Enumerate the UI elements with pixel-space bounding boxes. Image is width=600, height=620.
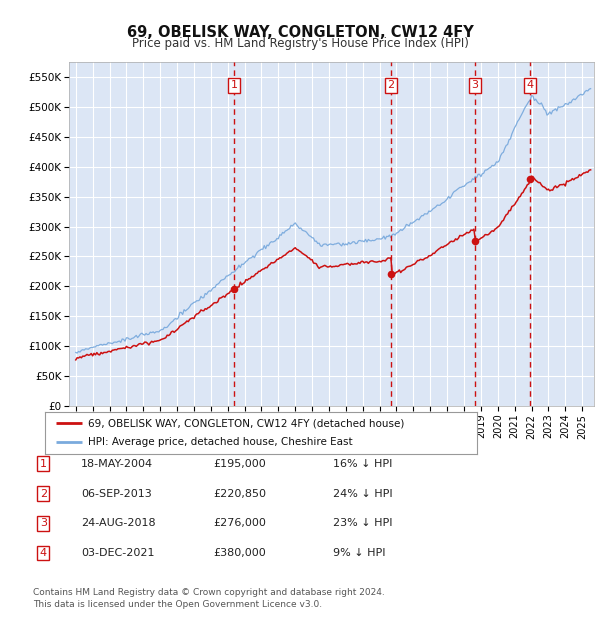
Text: 1: 1 [40, 459, 47, 469]
Text: £220,850: £220,850 [213, 489, 266, 498]
Text: 69, OBELISK WAY, CONGLETON, CW12 4FY: 69, OBELISK WAY, CONGLETON, CW12 4FY [127, 25, 473, 40]
Text: 06-SEP-2013: 06-SEP-2013 [81, 489, 152, 498]
Text: 24% ↓ HPI: 24% ↓ HPI [333, 489, 392, 498]
Text: 4: 4 [40, 548, 47, 558]
Text: 9% ↓ HPI: 9% ↓ HPI [333, 548, 386, 558]
Text: £195,000: £195,000 [213, 459, 266, 469]
Text: 2: 2 [388, 81, 395, 91]
Text: HPI: Average price, detached house, Cheshire East: HPI: Average price, detached house, Ches… [88, 438, 353, 448]
Text: Contains HM Land Registry data © Crown copyright and database right 2024.
This d: Contains HM Land Registry data © Crown c… [33, 588, 385, 609]
Text: 4: 4 [527, 81, 534, 91]
Text: £380,000: £380,000 [213, 548, 266, 558]
Text: 2: 2 [40, 489, 47, 498]
Text: 16% ↓ HPI: 16% ↓ HPI [333, 459, 392, 469]
Text: 23% ↓ HPI: 23% ↓ HPI [333, 518, 392, 528]
Text: 69, OBELISK WAY, CONGLETON, CW12 4FY (detached house): 69, OBELISK WAY, CONGLETON, CW12 4FY (de… [88, 418, 404, 428]
Text: 18-MAY-2004: 18-MAY-2004 [81, 459, 153, 469]
Text: 3: 3 [472, 81, 478, 91]
Text: 1: 1 [230, 81, 238, 91]
Text: 03-DEC-2021: 03-DEC-2021 [81, 548, 155, 558]
Text: 24-AUG-2018: 24-AUG-2018 [81, 518, 155, 528]
Text: Price paid vs. HM Land Registry's House Price Index (HPI): Price paid vs. HM Land Registry's House … [131, 37, 469, 50]
Text: 3: 3 [40, 518, 47, 528]
Text: £276,000: £276,000 [213, 518, 266, 528]
